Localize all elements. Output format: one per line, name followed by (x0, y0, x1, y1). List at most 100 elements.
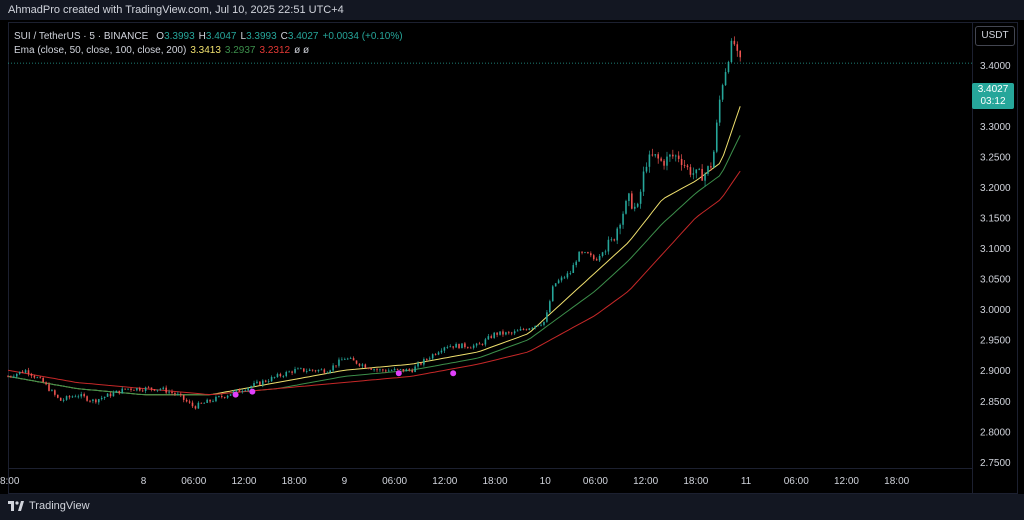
candle-body (680, 158, 683, 165)
candle-body (475, 343, 478, 346)
candle-body (730, 40, 733, 63)
candle-body (455, 344, 457, 348)
candle-body (358, 363, 361, 366)
candle-body (376, 369, 378, 371)
candle-body (399, 368, 402, 370)
currency-button[interactable]: USDT (975, 26, 1015, 46)
candle-body (563, 277, 566, 279)
symbol-label[interactable]: SUI / TetherUS · 5 · BINANCE (14, 31, 149, 42)
candle-body (291, 371, 293, 373)
candle-body (686, 165, 689, 168)
candle-body (519, 328, 522, 331)
symbol-row: SUI / TetherUS · 5 · BINANCE O 3.3993 H 3.… (14, 30, 403, 44)
candle-body (89, 400, 91, 402)
candle-body (80, 394, 83, 397)
candle-body (106, 393, 109, 397)
time-axis-tick: 12:00 (633, 476, 658, 487)
candle-body (490, 336, 493, 338)
candle-body (338, 359, 340, 366)
candle-body (241, 391, 244, 392)
candle-body (505, 332, 507, 335)
candle-body (212, 401, 214, 402)
candle-body (150, 387, 153, 390)
candle-body (382, 369, 384, 371)
candle-body (153, 389, 156, 391)
candle-body (238, 389, 241, 392)
candle-body (83, 394, 85, 397)
candle-body (636, 203, 639, 207)
tradingview-logo[interactable]: TradingView (8, 500, 90, 512)
candle-body (13, 376, 15, 378)
candle-body (387, 370, 390, 372)
candle-body (341, 359, 343, 361)
candle-body (77, 396, 80, 398)
candle-body (423, 359, 425, 365)
candle-body (493, 332, 495, 338)
candle-body (297, 368, 299, 370)
candle-body (426, 359, 428, 360)
bar-countdown: 03:12 (980, 96, 1006, 107)
signal-marker (249, 388, 256, 395)
candle-body (127, 388, 129, 390)
candle-body (695, 169, 698, 174)
candle-body (138, 387, 141, 391)
candle-body (308, 369, 311, 371)
candle-body (329, 370, 331, 373)
ema-line (7, 170, 741, 395)
candle-body (452, 346, 454, 348)
candle-body (229, 394, 232, 396)
price-axis-tick: 2.8500 (980, 397, 1011, 408)
price-axis-tick: 3.2000 (980, 183, 1011, 194)
candle-body (393, 368, 396, 371)
candle-body (625, 201, 627, 214)
candle-body (30, 373, 33, 376)
candle-body (549, 301, 551, 313)
candle-body (417, 363, 419, 367)
candle-body (97, 399, 100, 403)
candle-body (279, 374, 282, 377)
candle-body (648, 154, 651, 167)
ema-indicator-label[interactable]: Ema (close, 50, close, 100, close, 200) (14, 45, 187, 56)
candle-body (396, 368, 399, 370)
candle-body (631, 193, 633, 209)
time-axis-tick: 18:00 (884, 476, 909, 487)
candle-body (458, 344, 460, 349)
candle-body (323, 369, 326, 373)
time-axis-tick: 10 (540, 476, 552, 487)
candle-body (36, 377, 39, 379)
candle-body (21, 371, 24, 373)
ema-na-values: ø ø (294, 45, 310, 56)
ohlc-change: +0.0034 (+0.10%) (322, 31, 403, 42)
price-axis-tick: 2.9500 (980, 336, 1011, 347)
candle-body (103, 396, 106, 398)
candle-body (645, 166, 648, 172)
candle-body (715, 122, 718, 152)
candle-body (633, 206, 636, 209)
candle-body (253, 383, 255, 387)
candle-body (209, 399, 211, 402)
candle-body (118, 390, 121, 394)
candle-body (74, 396, 77, 398)
time-axis-tick: 06:00 (181, 476, 206, 487)
candle-body (613, 239, 616, 241)
candle-body (449, 346, 452, 348)
candle-body (710, 166, 712, 168)
candle-body (188, 401, 191, 403)
price-axis-tick: 3.4000 (980, 61, 1011, 72)
time-axis-tick: 18:00 (483, 476, 508, 487)
candle-body (352, 358, 355, 361)
candle-body (467, 347, 469, 348)
price-axis-tick: 3.1500 (980, 214, 1011, 225)
candle-body (303, 368, 305, 372)
candle-body (320, 369, 323, 371)
chart-legend: SUI / TetherUS · 5 · BINANCE O 3.3993 H 3.… (14, 30, 403, 58)
time-axis-tick: 8:00 (0, 476, 20, 487)
candle-body (54, 390, 56, 395)
candle-body (440, 350, 443, 353)
candle-body (654, 154, 657, 156)
candle-body (226, 395, 229, 398)
candle-body (27, 370, 30, 374)
ohlc-open-label: O (156, 31, 165, 42)
price-axis-tick: 2.9000 (980, 366, 1011, 377)
